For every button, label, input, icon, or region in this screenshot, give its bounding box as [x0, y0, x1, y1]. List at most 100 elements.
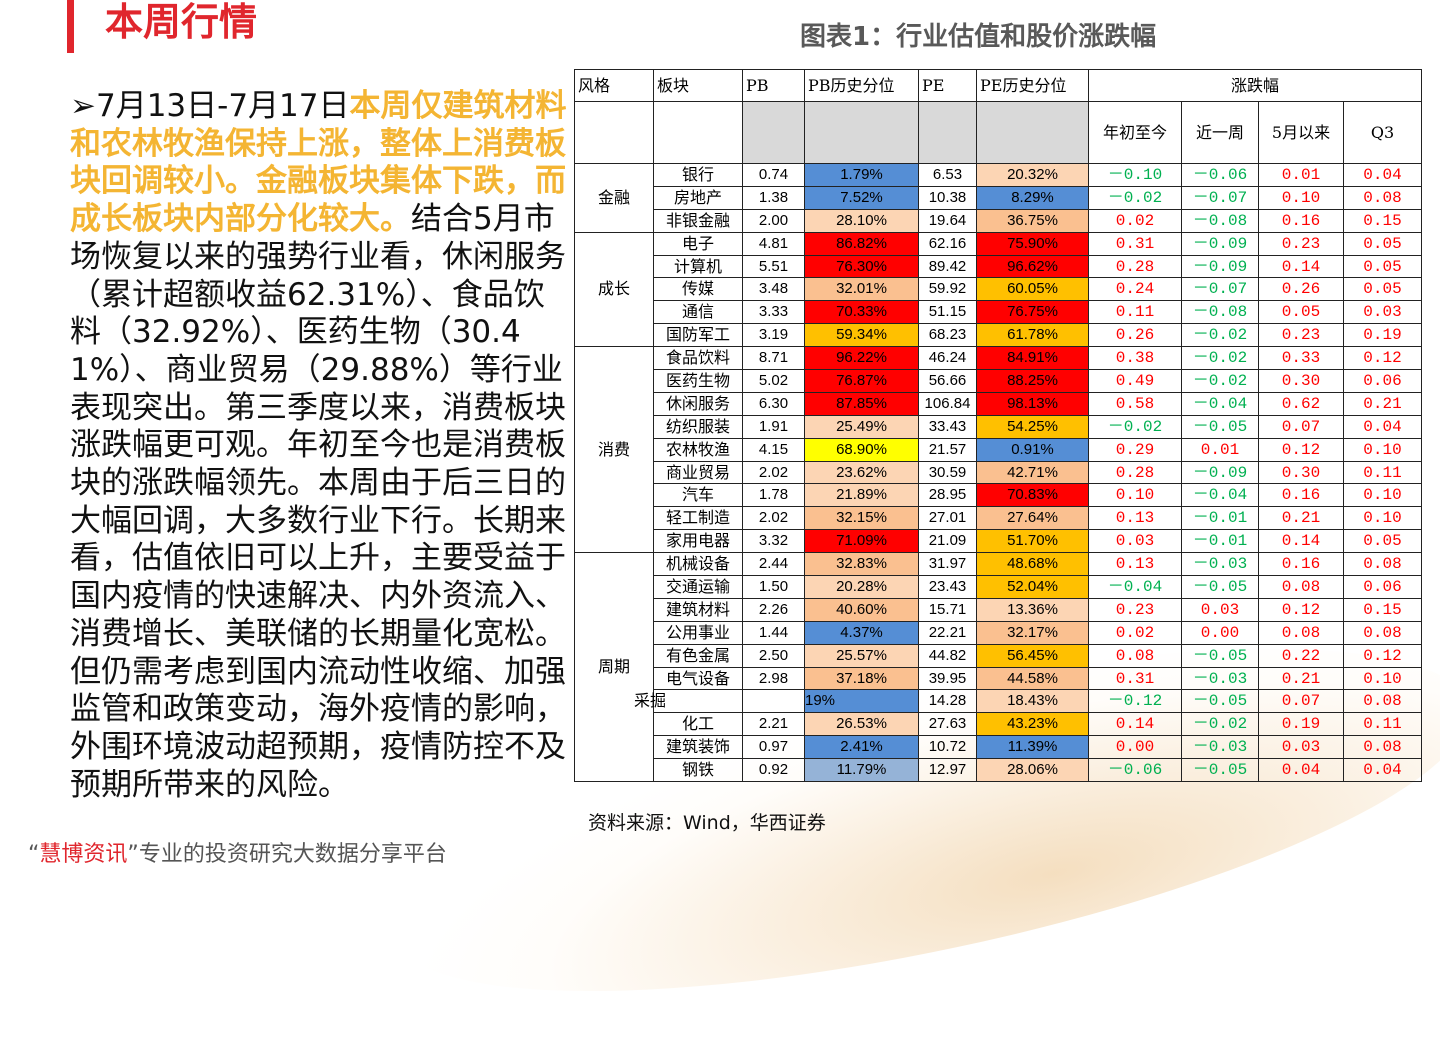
change-ytd: 0.29	[1088, 437, 1182, 462]
pb-percentile: 20.28%	[804, 575, 919, 599]
change-since-may: 0.04	[1258, 758, 1344, 783]
change-ytd: 0.13	[1088, 506, 1182, 531]
pb-percentile: 37.18%	[804, 666, 919, 691]
change-q3: 0.11	[1343, 712, 1422, 737]
pe-value: 46.24	[918, 346, 977, 371]
pb-percentile: 11.79%	[804, 758, 919, 783]
change-ytd: 0.02	[1088, 620, 1182, 645]
change-since-may: 0.19	[1258, 712, 1344, 737]
table-row: 建筑装饰 0.97 2.41% 10.72 11.39% 0.00 －0.03 0.03 0.0…	[575, 735, 1422, 760]
sector-name: 银行	[653, 163, 743, 187]
pb-percentile: 32.15%	[804, 506, 919, 531]
style-group-cell: 金融	[574, 163, 654, 233]
pe-percentile: 88.25%	[976, 369, 1089, 393]
pb-percentile: 68.90%	[804, 437, 919, 462]
pb-value: 3.48	[742, 277, 805, 302]
change-ytd: 0.28	[1088, 254, 1182, 279]
pb-value: 1.38	[742, 185, 805, 210]
change-q3: 0.15	[1343, 597, 1422, 622]
pe-value: 28.95	[918, 483, 977, 508]
table-row: 休闲服务 6.30 87.85% 106.84 98.13% 0.58 －0.04 0.62 0…	[575, 391, 1422, 416]
change-since-may: 0.10	[1258, 185, 1344, 210]
change-week: 0.03	[1181, 597, 1259, 622]
header-blank	[742, 101, 805, 164]
pb-percentile: 86.82%	[804, 231, 919, 256]
pb-value: 4.15	[742, 437, 805, 462]
pb-value: 5.02	[742, 369, 805, 393]
pb-percentile: 76.87%	[804, 369, 919, 393]
pe-percentile: 76.75%	[976, 300, 1089, 325]
table-row: 传媒 3.48 32.01% 59.92 60.05% 0.24 －0.07 0.26 0.05	[575, 277, 1422, 302]
table-row: 房地产 1.38 7.52% 10.38 8.29% －0.02 －0.07 0.10 0.08	[575, 185, 1422, 210]
table-row: 纺织服装 1.91 25.49% 33.43 54.25% －0.02 －0.05 0.07 0…	[575, 414, 1422, 439]
pb-percentile: 2.41%	[804, 735, 919, 760]
change-since-may: 0.22	[1258, 643, 1344, 668]
pb-value: 2.02	[742, 506, 805, 531]
change-ytd: 0.00	[1088, 735, 1182, 760]
change-week: －0.07	[1181, 185, 1259, 210]
pe-percentile: 44.58%	[976, 666, 1089, 691]
pe-percentile: 98.13%	[976, 391, 1089, 416]
change-since-may: 0.12	[1258, 437, 1344, 462]
pb-value: 2.26	[742, 597, 805, 622]
change-q3: 0.21	[1343, 391, 1422, 416]
sector-name: 国防军工	[653, 323, 743, 348]
change-week: 0.01	[1181, 437, 1259, 462]
change-since-may: 0.62	[1258, 391, 1344, 416]
change-ytd: 0.38	[1088, 346, 1182, 371]
change-since-may: 0.14	[1258, 529, 1344, 554]
pe-value: 21.57	[918, 437, 977, 462]
change-ytd: －0.02	[1088, 185, 1182, 210]
change-week: －0.05	[1181, 689, 1259, 714]
change-ytd: 0.31	[1088, 666, 1182, 691]
header-blank	[976, 101, 1089, 164]
change-week: －0.03	[1181, 666, 1259, 691]
pe-percentile: 48.68%	[976, 552, 1089, 577]
pe-value: 51.15	[918, 300, 977, 325]
change-since-may: 0.16	[1258, 208, 1344, 233]
sector-name: 钢铁	[653, 758, 743, 783]
pb-percentile: 59.34%	[804, 323, 919, 348]
sector-name: 食品饮料	[653, 346, 743, 371]
watermark: “慧博资讯”专业的投资研究大数据分享平台	[28, 836, 447, 868]
change-week: －0.02	[1181, 712, 1259, 737]
change-ytd: 0.49	[1088, 369, 1182, 393]
header-pb-percentile: PB历史分位	[804, 69, 919, 102]
style-group-cell: 成长	[574, 231, 654, 348]
sector-name: 有色金属	[653, 643, 743, 668]
pe-percentile: 61.78%	[976, 323, 1089, 348]
change-week: －0.05	[1181, 758, 1259, 783]
change-week: －0.04	[1181, 483, 1259, 508]
change-q3: 0.08	[1343, 689, 1422, 714]
sector-name: 医药生物	[653, 369, 743, 393]
change-q3: 0.05	[1343, 254, 1422, 279]
change-week: －0.02	[1181, 323, 1259, 348]
title-accent-bar	[67, 0, 74, 53]
change-week: －0.05	[1181, 575, 1259, 599]
header-pb: PB	[742, 69, 805, 102]
pe-value: 62.16	[918, 231, 977, 256]
pe-value: 31.97	[918, 552, 977, 577]
pe-value: 27.63	[918, 712, 977, 737]
change-since-may: 0.33	[1258, 346, 1344, 371]
pb-value: 6.30	[742, 391, 805, 416]
pb-percentile: 28.10%	[804, 208, 919, 233]
change-ytd: －0.12	[1088, 689, 1182, 714]
change-week: －0.03	[1181, 735, 1259, 760]
pe-percentile: 8.29%	[976, 185, 1089, 210]
change-ytd: 0.58	[1088, 391, 1182, 416]
header-sector: 板块	[653, 69, 743, 102]
valuation-table: 风格 板块 PB PB历史分位 PE PE历史分位 涨跌幅 年初至今 近一周 5…	[574, 69, 1422, 783]
change-week: －0.06	[1181, 163, 1259, 187]
change-q3: 0.10	[1343, 437, 1422, 462]
change-q3: 0.04	[1343, 414, 1422, 439]
header-q3: Q3	[1343, 101, 1422, 164]
change-ytd: －0.04	[1088, 575, 1182, 599]
change-q3: 0.05	[1343, 231, 1422, 256]
change-q3: 0.12	[1343, 346, 1422, 371]
change-week: －0.03	[1181, 552, 1259, 577]
table-row: 通信 3.33 70.33% 51.15 76.75% 0.11 －0.08 0.05 0.03	[575, 300, 1422, 325]
pb-value: 1.50	[742, 575, 805, 599]
change-q3: 0.08	[1343, 185, 1422, 210]
pe-value: 19.64	[918, 208, 977, 233]
